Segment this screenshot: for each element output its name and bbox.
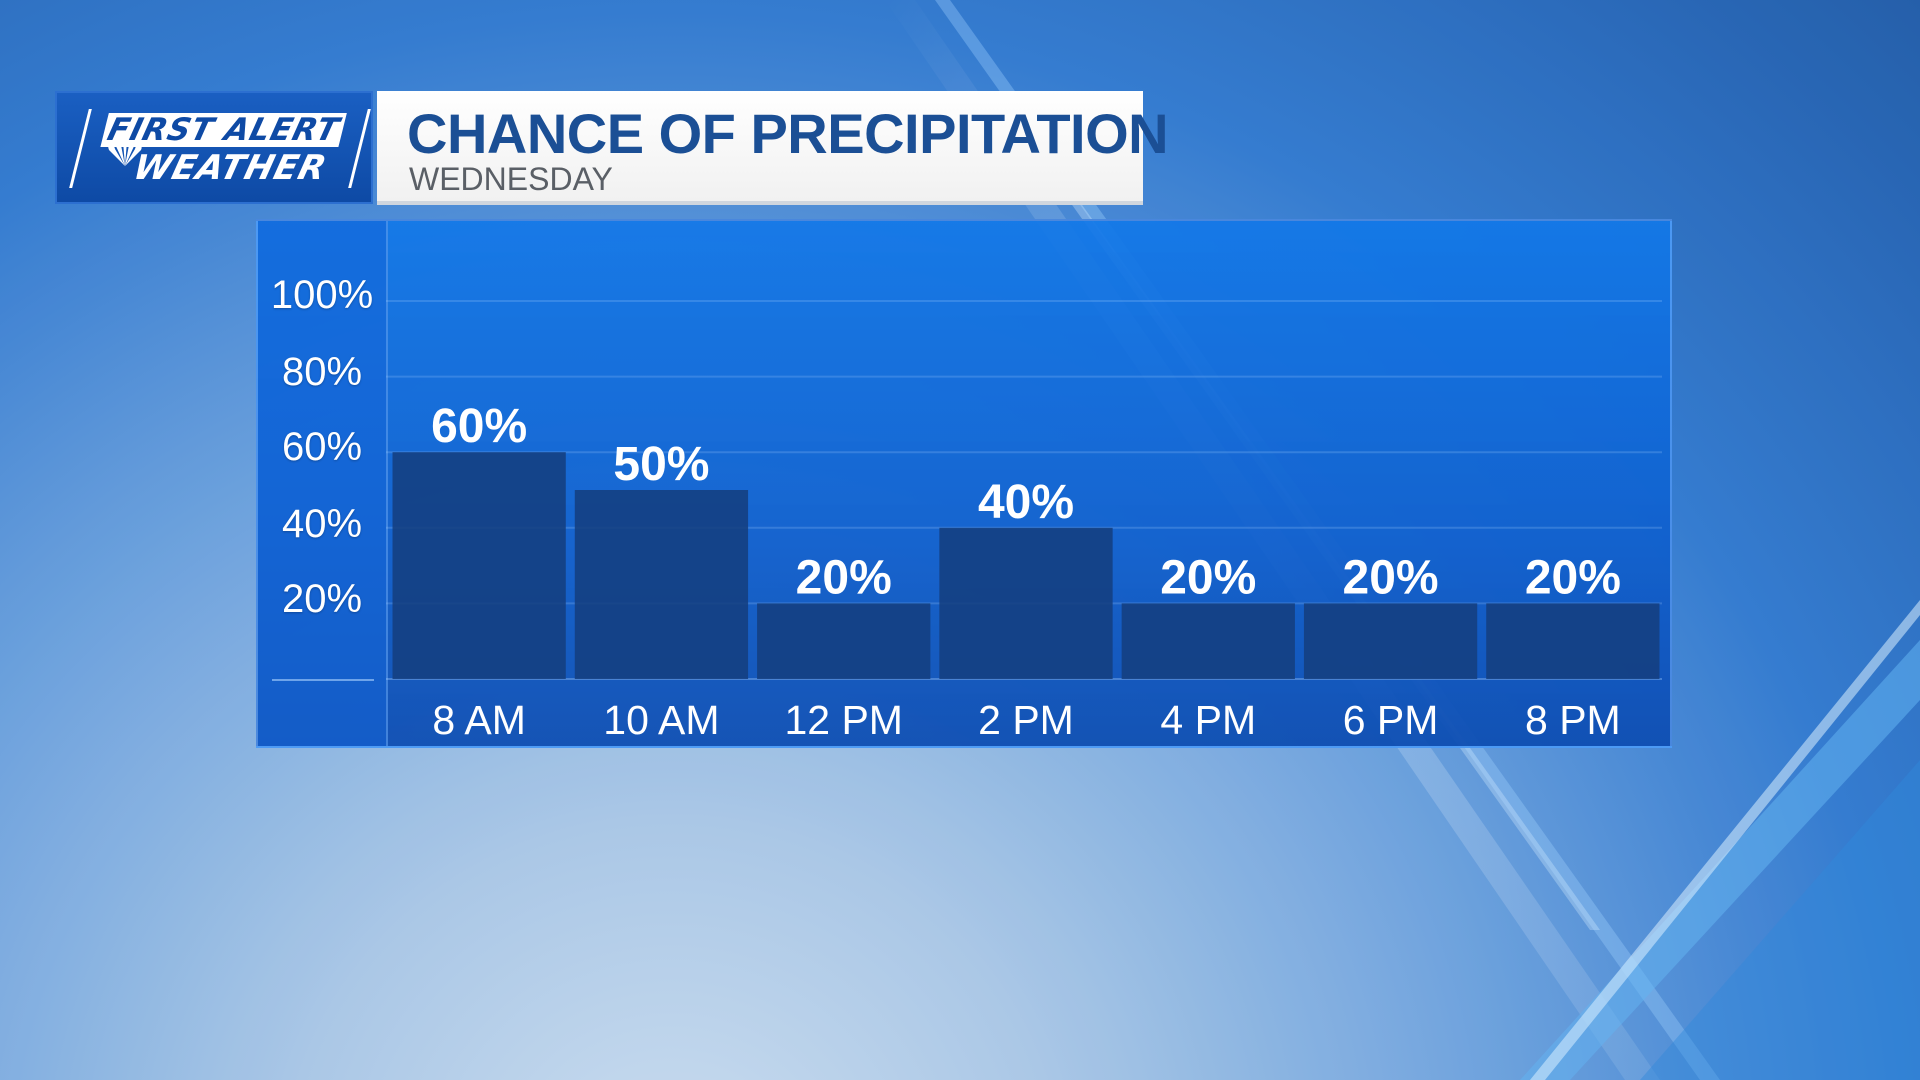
y-tick-label: 20% <box>281 577 363 621</box>
x-tick-label: 4 PM <box>1160 697 1256 743</box>
y-tick-label: 100% <box>270 273 374 317</box>
y-axis: 100% 80% 60% 40% 20% <box>258 221 388 746</box>
data-label: 20% <box>1343 551 1439 604</box>
x-tick-label: 8 AM <box>432 697 525 743</box>
bar-chart: 60% 8 AM 50% 10 AM 20% 12 PM 40% 2 PM 20% 4 PM 20%… <box>386 300 1662 743</box>
bar <box>574 490 749 679</box>
peacock-icon <box>108 139 142 166</box>
y-tick-label: 80% <box>281 350 363 394</box>
bar <box>1486 603 1660 679</box>
chart-subtitle: WEDNESDAY <box>409 161 613 197</box>
data-label: 20% <box>796 551 892 604</box>
y-tick-label: 60% <box>281 425 363 469</box>
x-tick-label: 8 PM <box>1525 697 1621 743</box>
bars <box>392 452 1660 679</box>
bar <box>392 452 566 679</box>
bar <box>1303 603 1478 679</box>
bar <box>757 603 931 679</box>
data-label: 50% <box>613 438 709 491</box>
data-label: 40% <box>978 476 1074 529</box>
x-tick-label: 2 PM <box>978 697 1074 743</box>
x-tick-label: 6 PM <box>1343 697 1439 743</box>
title-panel: CHANCE OF PRECIPITATION WEDNESDAY <box>377 91 1169 205</box>
data-label: 60% <box>431 400 527 453</box>
first-alert-weather-logo: FIRST ALERT WEATHER <box>55 91 373 204</box>
x-tick-label: 12 PM <box>784 697 903 743</box>
bar <box>939 527 1113 679</box>
y-tick-label: 40% <box>281 502 363 546</box>
x-tick-label: 10 AM <box>603 697 719 743</box>
chart-title: CHANCE OF PRECIPITATION <box>407 102 1169 165</box>
data-label: 20% <box>1160 551 1256 604</box>
labels: 60% 8 AM 50% 10 AM 20% 12 PM 40% 2 PM 20% 4 PM 20%… <box>431 400 1621 743</box>
bar <box>1121 603 1295 679</box>
y-axis-baseline <box>272 679 374 681</box>
data-label: 20% <box>1525 551 1621 604</box>
chart-panel: 100% 80% 60% 40% 20% 60% 8 AM 50% 10 AM 20% 1… <box>256 219 1672 748</box>
